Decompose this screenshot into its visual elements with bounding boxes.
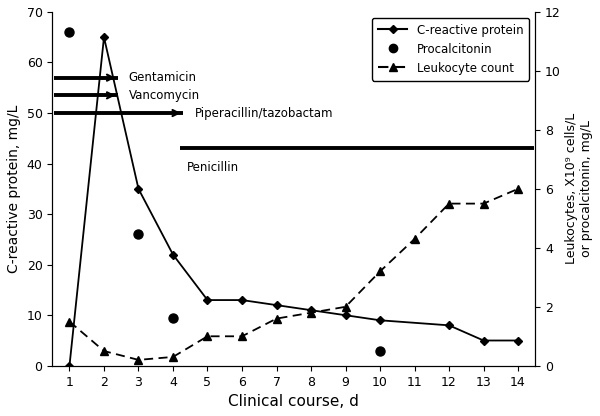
Y-axis label: C-reactive protein, mg/L: C-reactive protein, mg/L (7, 105, 21, 273)
X-axis label: Clinical course, d: Clinical course, d (229, 394, 359, 409)
Text: Piperacillin/tazobactam: Piperacillin/tazobactam (194, 106, 333, 119)
Text: Penicillin: Penicillin (187, 161, 239, 174)
Text: Gentamicin: Gentamicin (129, 71, 197, 84)
Y-axis label: Leukocytes, X10⁹ cells/L
or procalcitonin, mg/L: Leukocytes, X10⁹ cells/L or procalcitoni… (565, 113, 593, 265)
Legend: C-reactive protein, Procalcitonin, Leukocyte count: C-reactive protein, Procalcitonin, Leuko… (372, 18, 529, 81)
Text: Vancomycin: Vancomycin (129, 89, 200, 102)
